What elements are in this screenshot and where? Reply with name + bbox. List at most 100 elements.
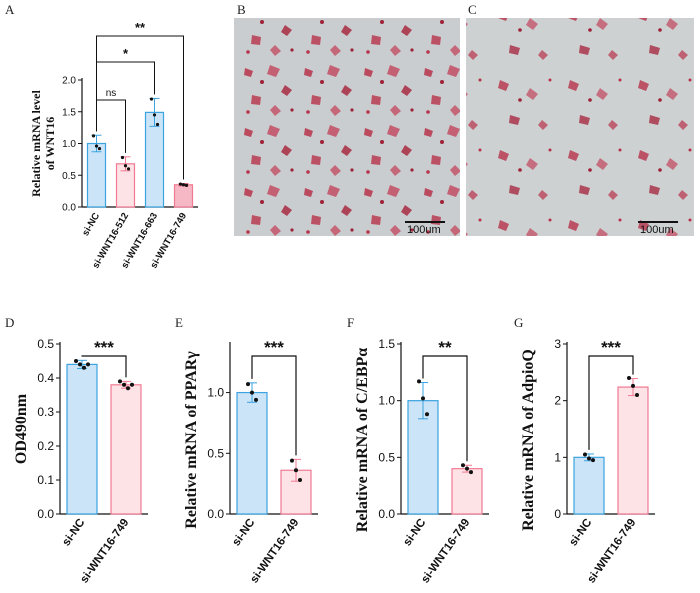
data-point [181, 183, 186, 187]
data-point [421, 396, 425, 401]
y-axis-label: of WNT16 [43, 117, 57, 170]
data-point [254, 397, 258, 402]
data-point [635, 393, 639, 397]
category-label: si-NC [401, 517, 428, 548]
data-point [294, 468, 298, 473]
y-tick-label: 1.5 [378, 337, 395, 351]
data-point [246, 382, 250, 387]
oil-red-o-stained-cells-micrograph-icon [466, 18, 694, 236]
data-point [591, 458, 595, 463]
data-point [465, 466, 469, 471]
data-point [78, 362, 82, 367]
data-point [118, 379, 122, 384]
bar [66, 363, 98, 515]
significance-label: * [123, 46, 129, 61]
chart-f: 0.0 0.5 1.0 1.5 Relative mRNA of C/EBPα si-NC… [354, 337, 489, 586]
category-label: si-WNT16-749 [248, 517, 301, 586]
significance-label: *** [601, 338, 621, 357]
data-point [74, 359, 78, 363]
bar [451, 468, 483, 515]
scale-bar-label: 100um [407, 224, 441, 236]
category-label: si-NC [60, 517, 87, 548]
y-tick-label: 2 [554, 394, 561, 408]
y-axis-label: Relative mRNA of C/EBPα [354, 348, 371, 533]
panel-label-e: E [175, 315, 183, 330]
y-tick-label: 0.5 [62, 171, 76, 182]
data-point [97, 146, 102, 151]
bar [86, 142, 107, 208]
data-point [120, 155, 125, 160]
significance-bracket [251, 355, 297, 456]
panel-label-c: C [468, 2, 477, 17]
category-label: si-NC [80, 211, 102, 238]
chart-g: 0 1 2 3 Relative mRNA of AdpioQ si-NCsi-WNT16… [520, 337, 655, 586]
category-label: si-WNT16-749 [78, 517, 131, 586]
y-tick-label: 0.5 [37, 337, 54, 351]
category-label: si-WNT16-749 [419, 517, 472, 586]
data-point [461, 463, 465, 468]
data-point [631, 383, 635, 388]
y-tick-label: 0.0 [62, 203, 76, 214]
scale-bar-label: 100um [640, 224, 674, 236]
significance-bracket [422, 355, 468, 462]
category-label: si-WNT16-749 [585, 517, 638, 586]
significance-label: ns [106, 88, 117, 99]
y-tick-label: 0 [554, 507, 561, 521]
bar [110, 384, 142, 515]
data-point [86, 362, 90, 367]
data-point [126, 167, 131, 171]
y-tick-label: 0.3 [37, 405, 54, 419]
data-point [126, 386, 130, 391]
bar [236, 391, 268, 515]
chart-e: 0.0 0.5 1.0 Relative mRNA of PPARγ si-NCsi-W… [183, 338, 318, 586]
data-point [152, 113, 157, 117]
data-point [425, 412, 429, 417]
significance-label: *** [94, 338, 114, 357]
y-tick-label: 0.0 [37, 507, 54, 521]
significance-label: ** [438, 338, 452, 357]
data-point [123, 164, 128, 168]
panel-label-d: D [5, 315, 14, 330]
y-tick-label: 1 [554, 450, 561, 464]
y-tick-label: 0.2 [37, 439, 54, 453]
y-axis-label: Relative mRNA of AdpioQ [520, 349, 537, 531]
data-point [250, 390, 254, 395]
y-tick-label: 0.1 [37, 473, 54, 487]
y-axis-label: Relative mRNA level [29, 90, 43, 197]
data-point [627, 376, 631, 380]
y-tick-label: 0.5 [207, 446, 224, 460]
micrograph-c: 100um [466, 18, 694, 236]
data-point [298, 478, 302, 482]
significance-label: ** [135, 20, 146, 35]
data-point [469, 470, 473, 475]
y-tick-label: 3 [554, 337, 561, 351]
data-point [122, 382, 126, 387]
bar [573, 456, 605, 515]
significance-label: *** [264, 338, 284, 357]
y-tick-label: 0.0 [378, 507, 395, 521]
data-point [290, 458, 294, 463]
micrograph-b: 100um [234, 18, 460, 236]
data-point [149, 97, 154, 101]
y-tick-label: 2.0 [62, 76, 76, 87]
data-point [583, 452, 587, 457]
category-label: si-NC [230, 517, 257, 548]
panel-label-b: B [237, 2, 246, 17]
y-axis-label: OD490nm [13, 393, 30, 464]
panel-label-g: G [514, 315, 523, 330]
bar [617, 386, 649, 515]
data-point [587, 456, 591, 461]
y-tick-label: 0.4 [37, 371, 54, 385]
data-point [184, 183, 189, 188]
panel-label-f: F [347, 315, 354, 330]
data-point [155, 122, 160, 127]
y-tick-label: 1.5 [62, 107, 76, 118]
significance-bracket [81, 355, 127, 378]
category-label: si-NC [567, 517, 594, 548]
chart-a: 0.0 0.5 1.0 1.5 2.0 Relative mRNA level of WNT… [29, 20, 198, 270]
data-point [94, 144, 99, 148]
significance-bracket [96, 35, 184, 180]
y-tick-label: 1.0 [62, 139, 76, 150]
bar [173, 184, 194, 208]
